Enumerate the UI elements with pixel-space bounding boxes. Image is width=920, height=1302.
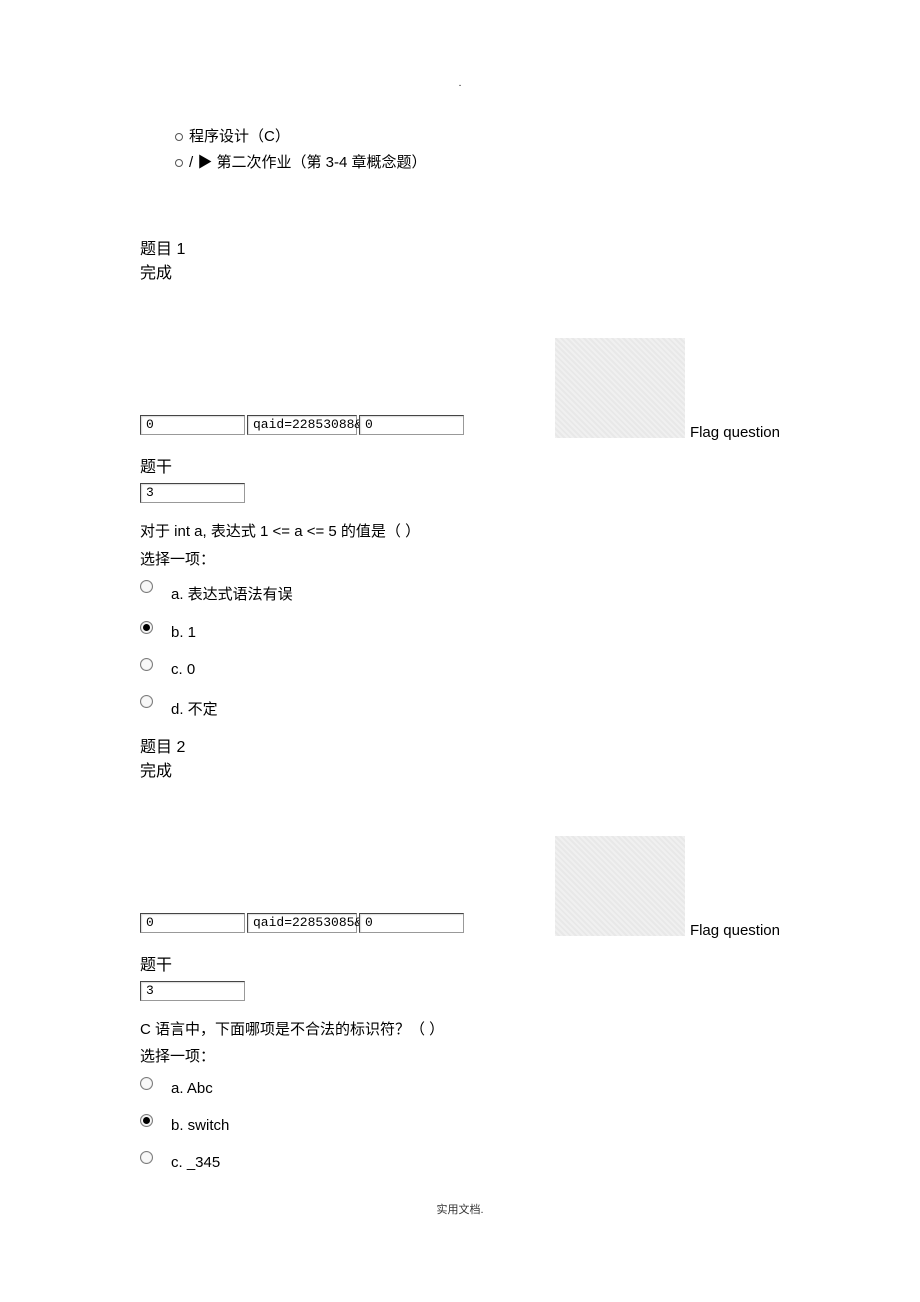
hidden-input-c[interactable]: 0 bbox=[359, 415, 464, 435]
select-one-label: 选择一项： bbox=[140, 548, 780, 569]
hidden-input-b[interactable]: qaid=22853088& bbox=[247, 415, 357, 435]
option-b[interactable]: b. 1 bbox=[140, 618, 780, 641]
option-text: b. switch bbox=[171, 1111, 229, 1134]
bullet-icon bbox=[175, 133, 183, 141]
input-row: 0 qaid=22853088& 0 bbox=[140, 415, 464, 435]
option-text: c. 0 bbox=[171, 655, 195, 678]
question-prompt: 对于 int a, 表达式 1 <= a <= 5 的值是（ ） bbox=[140, 521, 780, 544]
hidden-input-a[interactable]: 0 bbox=[140, 913, 245, 933]
options-list: a. Abc b. switch c. _345 bbox=[140, 1074, 780, 1171]
question-block-2: 题目 2 完成 0 qaid=22853085& 0 Flag question… bbox=[140, 733, 780, 1172]
option-b[interactable]: b. switch bbox=[140, 1111, 780, 1134]
question-status: 完成 bbox=[140, 259, 780, 283]
option-c[interactable]: c. 0 bbox=[140, 655, 780, 678]
page-footer: 实用文档. bbox=[140, 1201, 780, 1217]
hidden-input-a[interactable]: 0 bbox=[140, 415, 245, 435]
value-input[interactable]: 3 bbox=[140, 483, 245, 503]
section-label: 题干 bbox=[140, 951, 780, 975]
option-text: a. Abc bbox=[171, 1074, 213, 1097]
question-header: 题目 1 完成 bbox=[140, 235, 780, 283]
breadcrumb-text-2[interactable]: 第二次作业（第 3-4 章概念题） bbox=[217, 154, 427, 171]
option-d[interactable]: d. 不定 bbox=[140, 692, 780, 719]
option-a[interactable]: a. 表达式语法有误 bbox=[140, 577, 780, 604]
hidden-input-c[interactable]: 0 bbox=[359, 913, 464, 933]
option-text: c. _345 bbox=[171, 1148, 220, 1171]
question-prompt: C 语言中，下面哪项是不合法的标识符？（ ） bbox=[140, 1019, 780, 1042]
radio-icon-selected[interactable] bbox=[140, 1114, 153, 1127]
option-text: a. 表达式语法有误 bbox=[171, 577, 293, 604]
question-title: 题目 2 bbox=[140, 733, 780, 757]
radio-icon[interactable] bbox=[140, 695, 153, 708]
radio-icon-selected[interactable] bbox=[140, 621, 153, 634]
section-label: 题干 bbox=[140, 453, 780, 477]
bullet-icon bbox=[175, 159, 183, 167]
flag-question-link[interactable]: Flag question bbox=[690, 922, 780, 939]
option-c[interactable]: c. _345 bbox=[140, 1148, 780, 1171]
option-text: d. 不定 bbox=[171, 692, 218, 719]
single-input-row: 3 bbox=[140, 981, 780, 1001]
single-input-row: 3 bbox=[140, 483, 780, 503]
option-text: b. 1 bbox=[171, 618, 196, 641]
radio-icon[interactable] bbox=[140, 1077, 153, 1090]
input-row: 0 qaid=22853085& 0 bbox=[140, 913, 464, 933]
option-a[interactable]: a. Abc bbox=[140, 1074, 780, 1097]
breadcrumb-line-2: / ▶ 第二次作业（第 3-4 章概念题） bbox=[175, 150, 780, 176]
breadcrumb: 程序设计（C） / ▶ 第二次作业（第 3-4 章概念题） bbox=[175, 124, 780, 175]
question-header: 题目 2 完成 bbox=[140, 733, 780, 781]
flag-question-link[interactable]: Flag question bbox=[690, 424, 780, 441]
flag-row: 0 qaid=22853085& 0 Flag question bbox=[140, 836, 780, 941]
breadcrumb-text-1[interactable]: 程序设计（C） bbox=[189, 128, 290, 145]
flag-image-placeholder bbox=[555, 338, 685, 438]
radio-icon[interactable] bbox=[140, 580, 153, 593]
options-list: a. 表达式语法有误 b. 1 c. 0 d. 不定 bbox=[140, 577, 780, 719]
question-status: 完成 bbox=[140, 757, 780, 781]
hidden-input-b[interactable]: qaid=22853085& bbox=[247, 913, 357, 933]
radio-icon[interactable] bbox=[140, 1151, 153, 1164]
breadcrumb-line-1: 程序设计（C） bbox=[175, 124, 780, 150]
header-dot: . bbox=[140, 78, 780, 89]
radio-icon[interactable] bbox=[140, 658, 153, 671]
breadcrumb-prefix: / ▶ bbox=[189, 154, 217, 171]
question-block-1: 题目 1 完成 0 qaid=22853088& 0 Flag question… bbox=[140, 235, 780, 719]
flag-row: 0 qaid=22853088& 0 Flag question bbox=[140, 338, 780, 443]
select-one-label: 选择一项： bbox=[140, 1045, 780, 1066]
value-input[interactable]: 3 bbox=[140, 981, 245, 1001]
question-title: 题目 1 bbox=[140, 235, 780, 259]
flag-image-placeholder bbox=[555, 836, 685, 936]
page-container: . 程序设计（C） / ▶ 第二次作业（第 3-4 章概念题） 题目 1 完成 … bbox=[0, 0, 920, 1257]
